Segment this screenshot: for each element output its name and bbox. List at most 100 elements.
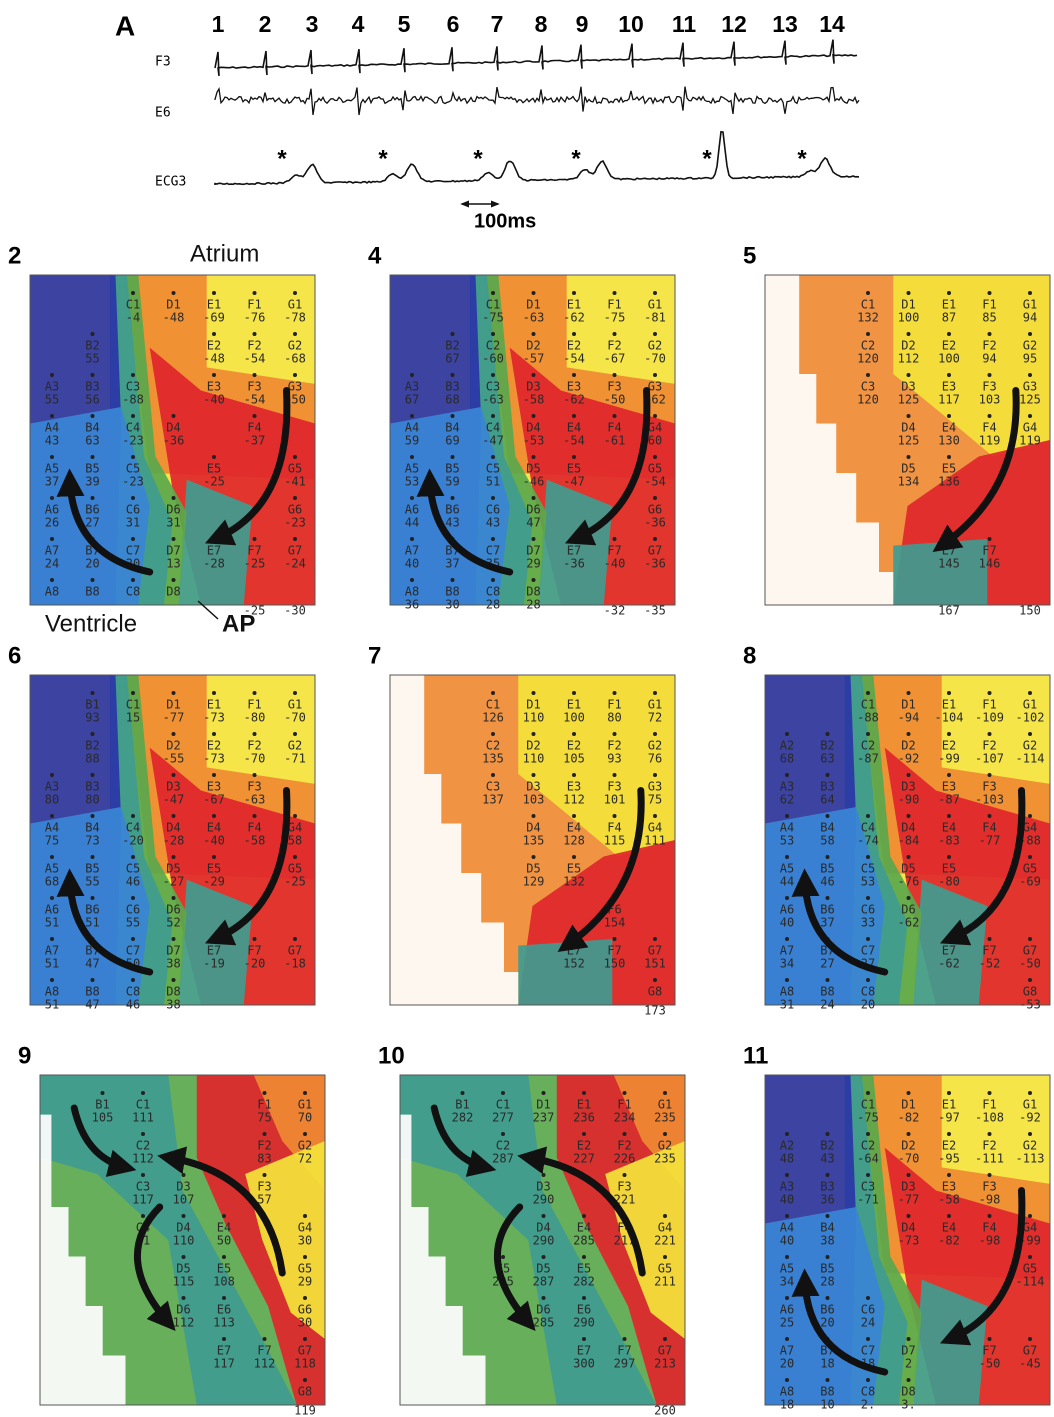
electrode-value: -69 — [1019, 875, 1041, 889]
electrode-label: D2 — [166, 739, 180, 753]
electrode — [613, 414, 617, 418]
electrode-label: B6 — [445, 503, 459, 517]
electrode-value: -50 — [604, 393, 626, 407]
electrode — [947, 814, 951, 818]
electrode-value: -25 — [284, 875, 306, 889]
electrode-label: E2 — [207, 339, 221, 353]
electrode-label: B1 — [95, 1098, 109, 1112]
electrode-label: E3 — [567, 380, 581, 394]
electrode-label: F7 — [247, 544, 261, 558]
electrode-label: E1 — [577, 1098, 591, 1112]
electrode-value: -70 — [284, 711, 306, 725]
ecg-marker: * — [277, 145, 287, 172]
electrode-label: C1 — [496, 1098, 510, 1112]
electrode-label: G7 — [288, 944, 302, 958]
electrode — [303, 1255, 307, 1259]
electrode-label: E4 — [942, 421, 956, 435]
electrode-label: G4 — [648, 821, 662, 835]
trace-ecg3 — [215, 132, 859, 185]
electrode-value: 287 — [492, 1152, 514, 1166]
electrode-value: -50 — [1019, 957, 1041, 971]
electrode-value: 100 — [563, 711, 585, 725]
electrode — [253, 773, 257, 777]
electrode — [785, 773, 789, 777]
electrode — [263, 1173, 267, 1177]
electrode-label: G3 — [1023, 380, 1037, 394]
electrode-label: B2 — [85, 339, 99, 353]
electrode-label: C8 — [861, 1385, 875, 1399]
electrode-value: -82 — [938, 1234, 960, 1248]
annotation: AP — [222, 610, 255, 637]
electrode-label: G1 — [1023, 298, 1037, 312]
electrode — [222, 1337, 226, 1341]
electrode — [1028, 691, 1032, 695]
electrode-value: 235 — [654, 1152, 676, 1166]
electrode-label: D5 — [166, 862, 180, 876]
electrode-value: -54 — [244, 352, 266, 366]
electrode-label: E7 — [207, 544, 221, 558]
electrode — [141, 1173, 145, 1177]
electrode — [653, 496, 657, 500]
electrode-label: D6 — [901, 903, 915, 917]
electrode — [172, 291, 176, 295]
trace-e6 — [215, 87, 859, 115]
electrode — [866, 855, 870, 859]
electrode-value: -90 — [898, 793, 920, 807]
bottom-value: 150 — [1019, 604, 1041, 618]
electrode-value: -75 — [482, 311, 504, 325]
electrode — [461, 1091, 465, 1095]
electrode-label: F2 — [257, 1139, 271, 1153]
electrode — [501, 1091, 505, 1095]
electrode — [572, 691, 576, 695]
electrode-value: 282 — [452, 1111, 474, 1125]
electrode-value: 227 — [573, 1152, 595, 1166]
electrode-label: F2 — [607, 339, 621, 353]
electrode — [582, 1255, 586, 1259]
electrode-value: 226 — [614, 1152, 636, 1166]
electrode-value: 69 — [445, 434, 459, 448]
electrode-value: 40 — [780, 916, 794, 930]
electrode — [303, 1214, 307, 1218]
electrode-label: C8 — [861, 985, 875, 999]
electrode-value: -82 — [898, 1111, 920, 1125]
electrode — [907, 773, 911, 777]
electrode-label: F7 — [982, 544, 996, 558]
electrode-value: 287 — [533, 1275, 555, 1289]
electrode — [947, 1091, 951, 1095]
electrode-value: -28 — [163, 834, 185, 848]
electrode — [50, 773, 54, 777]
electrode-label: E7 — [577, 1344, 591, 1358]
electrode-value: -70 — [644, 352, 666, 366]
electrode-label: F2 — [982, 1139, 996, 1153]
electrode — [222, 1255, 226, 1259]
electrode — [1028, 332, 1032, 336]
electrode-value: 117 — [938, 393, 960, 407]
electrode-value: -36 — [163, 434, 185, 448]
electrode — [613, 937, 617, 941]
electrode-label: A3 — [45, 780, 59, 794]
electrode-value: 55 — [85, 875, 99, 889]
electrode-value: 118 — [294, 1357, 316, 1371]
electrode-label: E5 — [217, 1262, 231, 1276]
electrode-label: B5 — [820, 862, 834, 876]
electrode-label: F7 — [982, 1344, 996, 1358]
electrode-value: 152 — [563, 957, 585, 971]
electrode — [826, 814, 830, 818]
electrode — [212, 732, 216, 736]
electrode — [947, 414, 951, 418]
electrode-label: C2 — [486, 739, 500, 753]
electrode — [785, 814, 789, 818]
electrode-value: -74 — [857, 834, 879, 848]
electrode — [1028, 1091, 1032, 1095]
electrode-label: D4 — [526, 821, 540, 835]
electrode-value: 30 — [298, 1234, 312, 1248]
electrode-label: G4 — [1023, 821, 1037, 835]
electrode-value: -23 — [122, 434, 144, 448]
electrode-label: C4 — [861, 821, 875, 835]
electrode-label: F4 — [982, 421, 996, 435]
electrode-label: F4 — [607, 421, 621, 435]
electrode — [303, 1378, 307, 1382]
electrode-label: B4 — [820, 821, 834, 835]
electrode-value: 94 — [1023, 311, 1037, 325]
electrode-label: F3 — [982, 1180, 996, 1194]
